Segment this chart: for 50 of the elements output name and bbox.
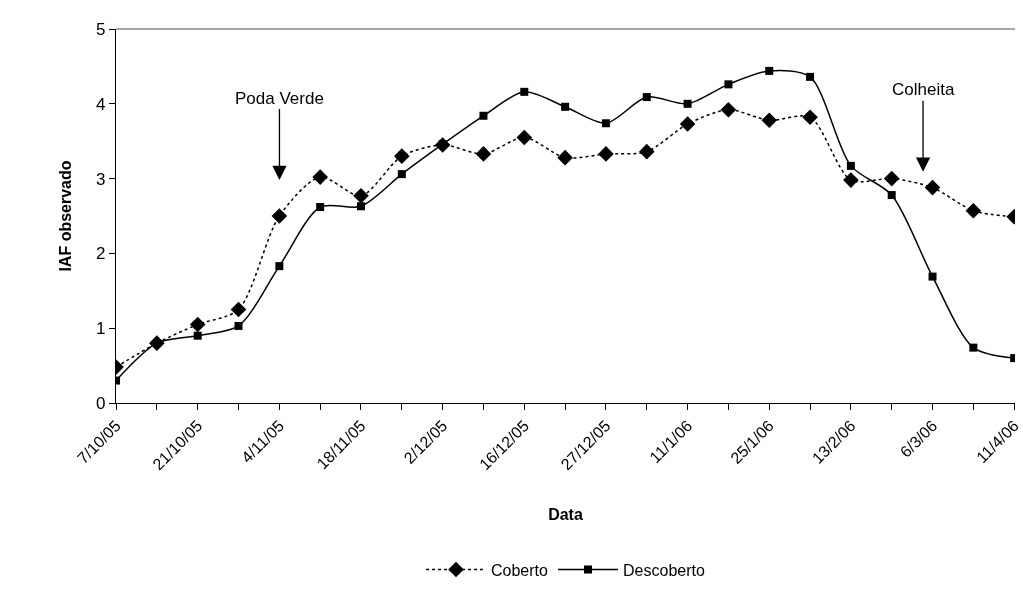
point <box>883 170 900 187</box>
point <box>275 262 284 271</box>
point <box>561 102 570 111</box>
point <box>353 188 369 204</box>
point <box>230 301 247 318</box>
point <box>397 170 406 179</box>
point <box>761 112 778 129</box>
point <box>598 146 614 162</box>
legend-label: Descoberto <box>623 561 705 579</box>
point <box>679 116 696 132</box>
point <box>924 179 941 196</box>
y-tick-label: 0 <box>95 393 106 413</box>
point <box>394 148 410 164</box>
y-tick-label: 5 <box>95 19 106 39</box>
point <box>312 169 328 185</box>
point <box>516 129 533 146</box>
point <box>601 119 610 128</box>
point <box>316 203 325 212</box>
point <box>843 172 859 188</box>
point <box>642 93 651 102</box>
x-axis-title: Data <box>548 505 583 523</box>
point <box>928 272 937 281</box>
point <box>557 149 573 166</box>
point <box>271 208 288 224</box>
point <box>638 143 655 160</box>
y-tick-label: 3 <box>95 169 106 189</box>
point <box>887 191 896 200</box>
point <box>520 87 529 96</box>
point <box>969 343 978 352</box>
y-tick-label: 4 <box>95 94 106 114</box>
point <box>475 146 492 162</box>
annotation: Colheita <box>892 80 955 99</box>
point <box>683 99 692 108</box>
point <box>846 161 855 170</box>
point <box>724 80 733 89</box>
point <box>806 72 815 81</box>
point <box>234 321 243 330</box>
point <box>189 316 206 333</box>
point <box>720 101 737 118</box>
y-tick-label: 2 <box>95 244 106 264</box>
point <box>193 331 202 340</box>
annotation: Poda Verde <box>235 89 324 108</box>
legend-label: Coberto <box>491 561 549 579</box>
point <box>802 109 818 126</box>
point <box>965 202 982 219</box>
y-tick-label: 1 <box>95 319 106 339</box>
point <box>479 111 488 120</box>
point <box>765 66 774 75</box>
point <box>356 202 365 211</box>
y-axis-title: IAF observado <box>56 160 74 272</box>
